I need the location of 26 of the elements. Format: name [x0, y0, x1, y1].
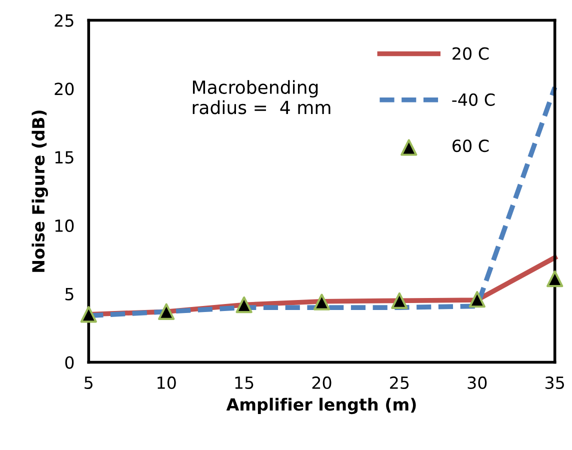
- point: [546, 270, 564, 288]
- point: [468, 290, 486, 308]
- point: [158, 303, 175, 320]
- x-tick-label: 5: [84, 376, 93, 390]
- legend-label: 20 C: [452, 47, 489, 60]
- y-tick-label: 10: [55, 219, 74, 232]
- x-tick-label: 15: [235, 376, 254, 390]
- y-axis-title: Noise Figure (dB): [32, 110, 48, 272]
- legend-label: -40 C: [452, 93, 495, 106]
- annotation: Macrobending radius = 4 mm: [192, 80, 330, 114]
- y-tick-label: 0: [65, 356, 74, 369]
- point: [80, 306, 97, 323]
- y-tick-label: 5: [65, 288, 74, 300]
- point: [236, 296, 252, 314]
- point: [391, 292, 408, 310]
- x-tick-label: 10: [158, 376, 176, 390]
- x-tick-label: 35: [546, 376, 564, 390]
- legend-label: 60 C: [452, 139, 489, 152]
- y-tick-label: 25: [54, 14, 74, 27]
- x-axis-title: Amplifier length (m): [226, 398, 416, 414]
- x-tick-label: 25: [390, 376, 409, 390]
- y-tick-label: 15: [55, 151, 74, 164]
- x-tick-label: 30: [468, 376, 487, 390]
- x-tick-label: 20: [312, 376, 332, 390]
- y-tick-label: 20: [54, 82, 74, 96]
- point: [313, 294, 330, 310]
